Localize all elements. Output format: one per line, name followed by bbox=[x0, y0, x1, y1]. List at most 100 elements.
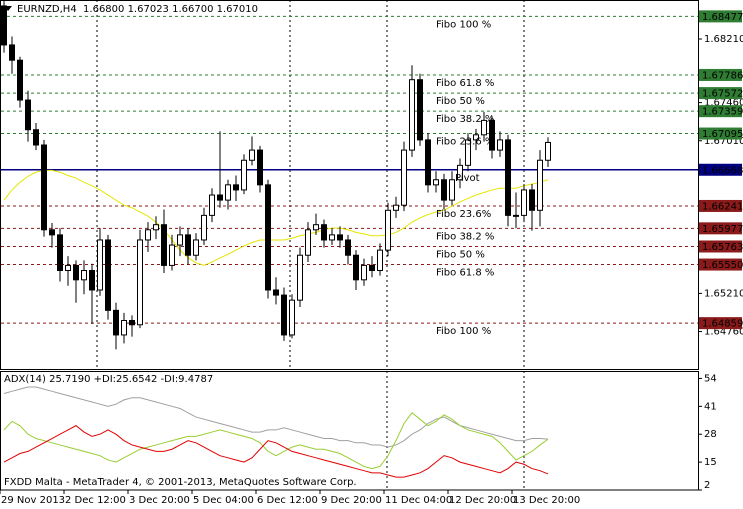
candle-body bbox=[1, 5, 7, 46]
candle-body bbox=[337, 234, 343, 241]
candle-body bbox=[369, 264, 375, 271]
candle-body bbox=[273, 289, 279, 296]
y-tick-label: 28 bbox=[704, 429, 717, 440]
candle-body bbox=[473, 134, 479, 141]
candle-body bbox=[129, 320, 135, 326]
candle-body bbox=[105, 239, 111, 311]
level-label: Fibo 23.6 % bbox=[436, 137, 494, 148]
indicator-label: ADX(14) 25.7190 +DI:25.6542 -DI:9.4787 bbox=[4, 374, 213, 385]
candle-body bbox=[537, 159, 543, 211]
y-tick-label: 1.65210 bbox=[704, 288, 743, 299]
candle-body bbox=[145, 229, 151, 241]
candle-body bbox=[169, 244, 175, 266]
candle-body bbox=[217, 194, 223, 201]
copyright: FXDD Malta - MetaTrader 4, © 2001-2013, … bbox=[4, 477, 357, 488]
x-tick-label: 2 Dec 12:00 bbox=[65, 495, 126, 506]
x-tick-label: 5 Dec 04:00 bbox=[193, 495, 254, 506]
candle-body bbox=[417, 79, 423, 141]
price-box bbox=[699, 163, 742, 176]
candle-body bbox=[361, 264, 367, 281]
candle-body bbox=[265, 184, 271, 291]
candle-body bbox=[529, 189, 535, 211]
price-box-label: 1.65763 bbox=[702, 242, 743, 253]
level-label: Fibo 61.8 % bbox=[436, 78, 494, 89]
candle-body bbox=[57, 234, 63, 271]
indicator-line bbox=[3, 386, 549, 448]
candle-body bbox=[33, 129, 39, 146]
price-box bbox=[699, 240, 742, 253]
price-box-label: 1.68477 bbox=[702, 12, 743, 23]
candle-body bbox=[97, 239, 103, 291]
level-label: Fibo 61.8 % bbox=[436, 268, 494, 279]
price-box-label: 1.66241 bbox=[702, 201, 743, 212]
candle-body bbox=[201, 214, 207, 241]
candle-body bbox=[545, 141, 551, 161]
x-tick-label: 29 Nov 2013 bbox=[1, 495, 65, 506]
candle-body bbox=[457, 164, 463, 181]
candle-body bbox=[489, 119, 495, 151]
candle-body bbox=[249, 149, 255, 161]
candle-body bbox=[137, 239, 143, 326]
candle-body bbox=[393, 204, 399, 211]
candle-body bbox=[385, 209, 391, 251]
price-box-label: 1.67359 bbox=[702, 107, 743, 118]
x-tick-label: 9 Dec 20:00 bbox=[321, 495, 382, 506]
candle-body bbox=[233, 184, 239, 191]
candle-body bbox=[305, 229, 311, 256]
candle-body bbox=[321, 224, 327, 241]
candle-body bbox=[209, 194, 215, 216]
price-box-label: 1.66668 bbox=[702, 165, 743, 176]
price-box bbox=[699, 317, 742, 330]
level-label: Fibo 38.2 % bbox=[436, 114, 494, 125]
candle-body bbox=[81, 269, 87, 281]
candle-body bbox=[497, 139, 503, 151]
candle-body bbox=[289, 299, 295, 336]
price-pane bbox=[1, 0, 698, 369]
indicator-line bbox=[3, 412, 549, 470]
y-tick-label: 1.67460 bbox=[704, 98, 743, 109]
price-box-label: 1.65977 bbox=[702, 224, 743, 235]
price-box bbox=[699, 127, 742, 140]
candle-body bbox=[89, 269, 95, 291]
candle-body bbox=[521, 189, 527, 216]
candle-body bbox=[345, 239, 351, 256]
x-tick-label: 6 Dec 12:00 bbox=[257, 495, 318, 506]
candle-body bbox=[17, 59, 23, 101]
candle-body bbox=[153, 224, 159, 231]
price-box-label: 1.67572 bbox=[702, 89, 743, 100]
candle-body bbox=[73, 264, 79, 281]
price-box bbox=[699, 199, 742, 212]
candle-body bbox=[65, 264, 71, 271]
candle-body bbox=[313, 224, 319, 231]
candle-body bbox=[297, 254, 303, 301]
candle-body bbox=[41, 144, 47, 231]
menu-icon[interactable] bbox=[4, 6, 12, 11]
x-tick-label: 13 Dec 20:00 bbox=[513, 495, 580, 506]
level-label: Fibo 50 % bbox=[436, 249, 485, 260]
y-tick-label: 1.68210 bbox=[704, 34, 743, 45]
candle-body bbox=[9, 44, 15, 61]
candle-body bbox=[329, 234, 335, 241]
level-label: Fibo 38.2 % bbox=[436, 231, 494, 242]
y-tick-label: 54 bbox=[704, 373, 717, 384]
price-box-label: 1.65550 bbox=[702, 260, 743, 271]
price-box-label: 1.64859 bbox=[702, 319, 743, 330]
y-tick-label: 15 bbox=[704, 457, 717, 468]
indicator-line bbox=[3, 425, 549, 478]
price-box bbox=[699, 258, 742, 271]
price-box bbox=[699, 68, 742, 81]
pane-frame bbox=[0, 0, 699, 370]
candle-body bbox=[161, 224, 167, 266]
candle-body bbox=[401, 149, 407, 206]
candle-body bbox=[425, 139, 431, 186]
level-label: Pivot bbox=[455, 173, 480, 184]
candle-body bbox=[377, 249, 383, 271]
level-label: Fibo 100 % bbox=[436, 326, 491, 337]
candle-body bbox=[185, 234, 191, 256]
candle-body bbox=[177, 234, 183, 246]
candle-body bbox=[505, 139, 511, 216]
candle-body bbox=[465, 139, 471, 166]
